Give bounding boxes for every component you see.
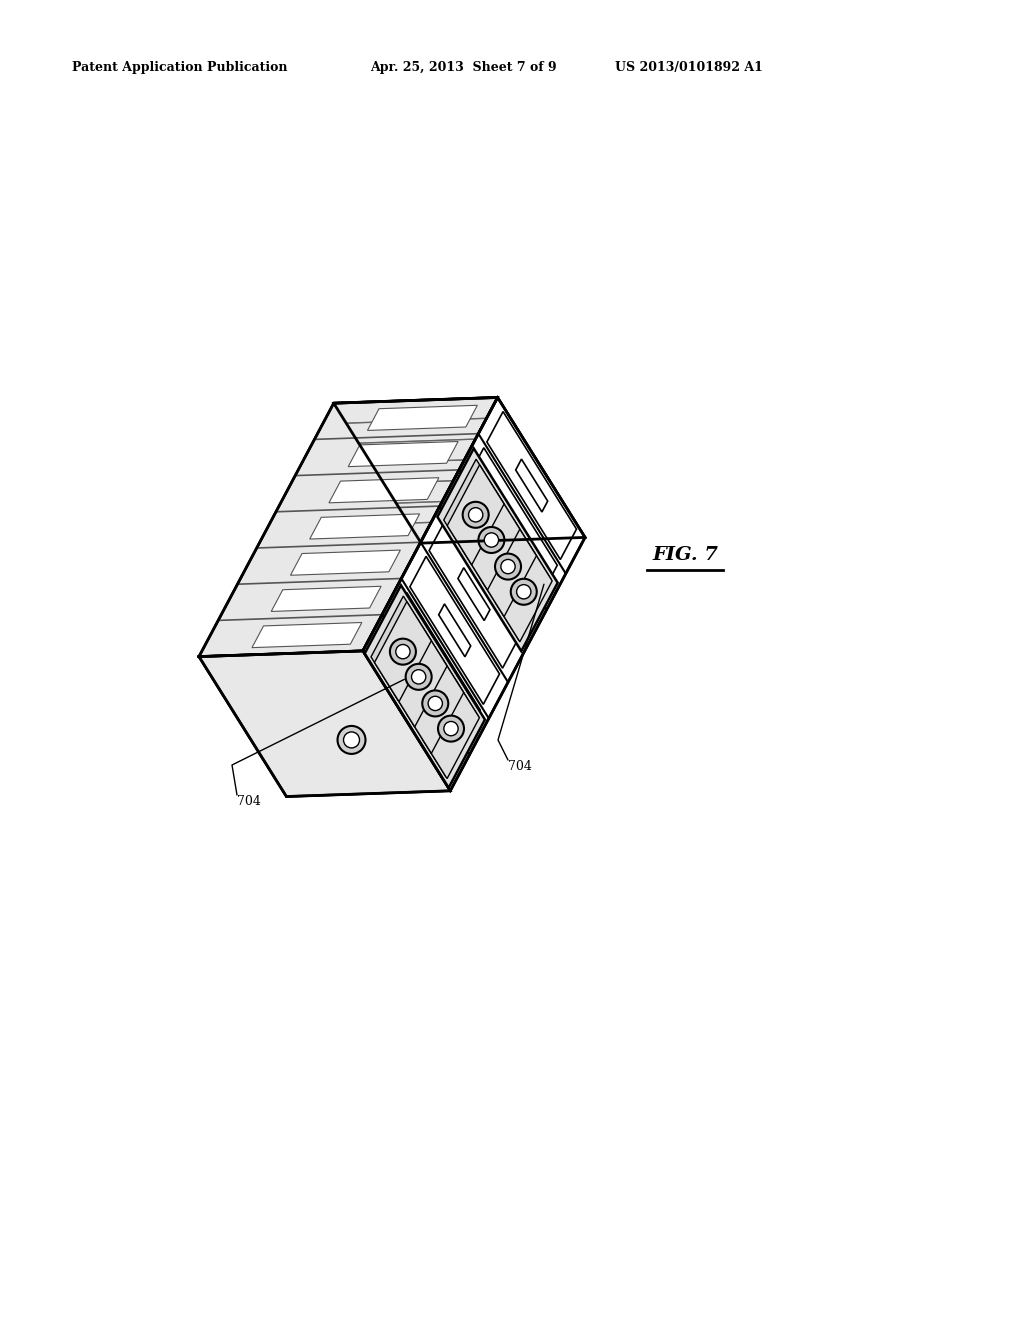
Polygon shape	[407, 653, 464, 754]
Polygon shape	[443, 459, 551, 640]
Polygon shape	[447, 465, 504, 565]
Polygon shape	[271, 586, 381, 611]
Polygon shape	[410, 556, 500, 705]
Circle shape	[343, 731, 359, 748]
Text: 704: 704	[237, 795, 261, 808]
Polygon shape	[375, 602, 431, 702]
Polygon shape	[477, 532, 509, 585]
Polygon shape	[390, 593, 480, 741]
Circle shape	[484, 533, 499, 548]
Circle shape	[469, 508, 483, 521]
Polygon shape	[199, 651, 451, 796]
Polygon shape	[372, 628, 461, 776]
Circle shape	[478, 527, 505, 553]
Polygon shape	[329, 478, 439, 503]
Polygon shape	[437, 449, 558, 651]
Polygon shape	[468, 447, 557, 595]
Polygon shape	[479, 516, 537, 616]
Polygon shape	[334, 397, 585, 543]
Polygon shape	[463, 490, 520, 590]
Circle shape	[511, 578, 537, 605]
Polygon shape	[252, 623, 361, 648]
Polygon shape	[420, 640, 452, 693]
Polygon shape	[291, 550, 400, 576]
Circle shape	[463, 502, 488, 528]
Circle shape	[438, 715, 464, 742]
Polygon shape	[309, 513, 420, 539]
Polygon shape	[362, 397, 585, 791]
Polygon shape	[429, 520, 519, 668]
Circle shape	[517, 585, 530, 599]
Text: Apr. 25, 2013  Sheet 7 of 9: Apr. 25, 2013 Sheet 7 of 9	[370, 62, 557, 74]
Polygon shape	[438, 605, 471, 657]
Text: Patent Application Publication: Patent Application Publication	[72, 62, 288, 74]
Polygon shape	[423, 678, 479, 779]
Circle shape	[422, 690, 449, 717]
Circle shape	[390, 639, 416, 665]
Polygon shape	[458, 568, 489, 620]
Text: US 2013/0101892 A1: US 2013/0101892 A1	[615, 62, 763, 74]
Circle shape	[406, 664, 432, 690]
Polygon shape	[199, 651, 451, 796]
Text: 704: 704	[508, 760, 531, 774]
Polygon shape	[390, 627, 447, 727]
Polygon shape	[516, 459, 548, 512]
Polygon shape	[365, 585, 485, 788]
Circle shape	[443, 722, 458, 735]
Polygon shape	[199, 397, 498, 656]
Polygon shape	[348, 441, 458, 467]
Polygon shape	[400, 676, 432, 729]
Circle shape	[495, 553, 521, 579]
Polygon shape	[496, 541, 552, 642]
Circle shape	[428, 696, 442, 710]
Text: FIG. 7: FIG. 7	[652, 546, 718, 564]
Polygon shape	[486, 412, 577, 560]
Polygon shape	[449, 484, 538, 632]
Polygon shape	[368, 405, 477, 430]
Circle shape	[412, 669, 426, 684]
Polygon shape	[497, 495, 528, 548]
Circle shape	[395, 644, 410, 659]
Circle shape	[338, 726, 366, 754]
Polygon shape	[371, 597, 478, 777]
Circle shape	[501, 560, 515, 574]
